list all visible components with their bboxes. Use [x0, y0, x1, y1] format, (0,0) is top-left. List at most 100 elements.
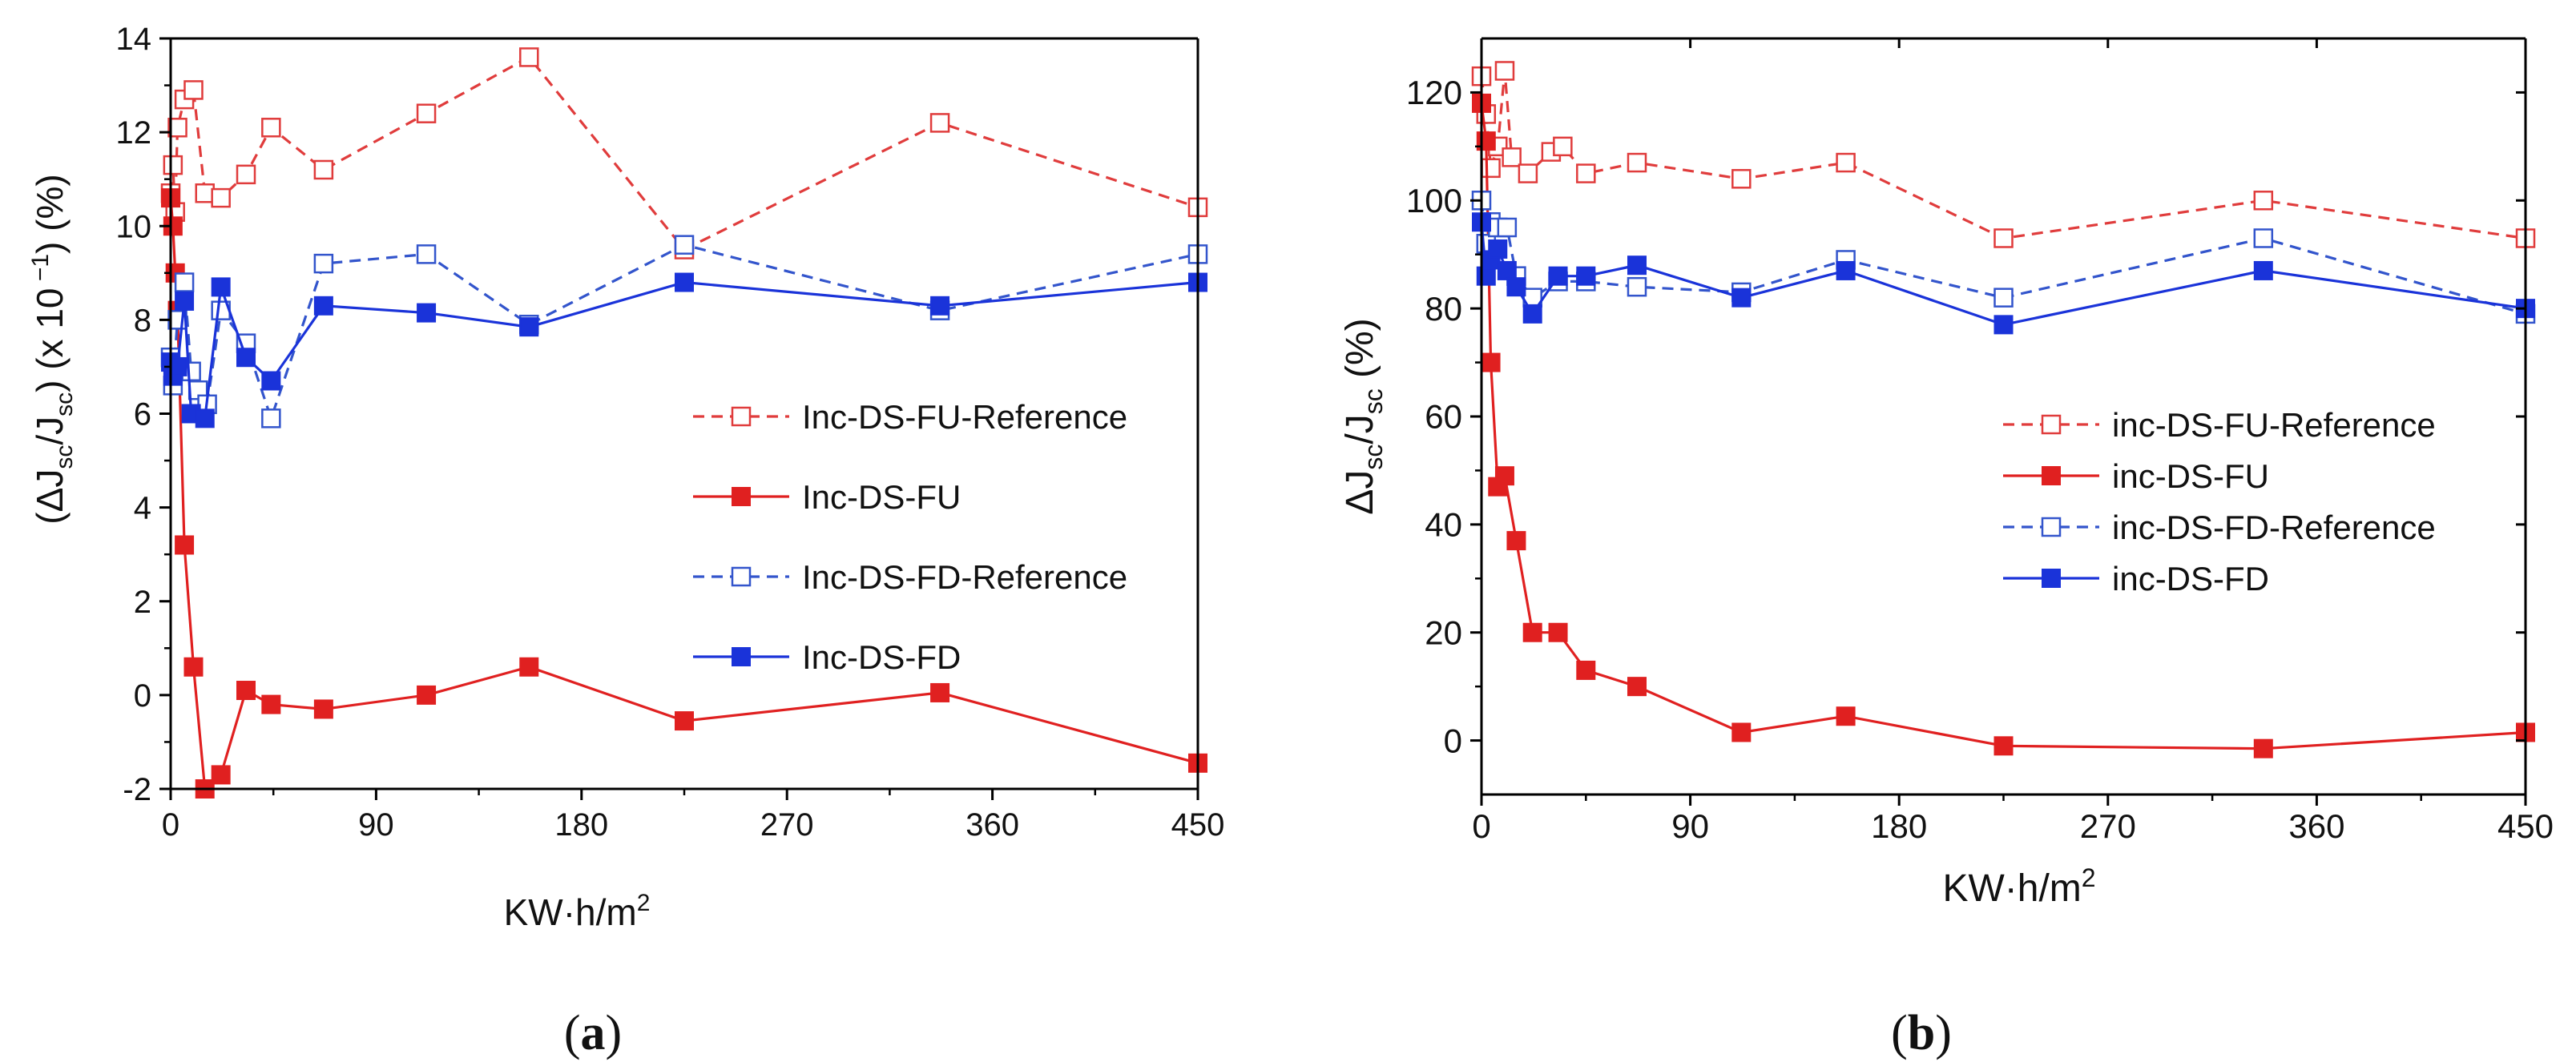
- chart-b-legend-label: inc-DS-FU: [2112, 457, 2269, 495]
- chart-b-data-point: [1518, 163, 1538, 183]
- chart-b-data-point: [1497, 260, 1517, 280]
- chart-a-legend-marker: [732, 647, 751, 666]
- chart-b-x-label-sup: 2: [2082, 863, 2096, 892]
- chart-b-y-label-sub: sc: [1359, 445, 1388, 470]
- chart-a-x-tick-label: 0: [162, 807, 179, 843]
- chart-a-data-point: [417, 303, 437, 323]
- chart-a-legend-marker: [731, 566, 752, 587]
- chart-b-data-point: [1731, 288, 1752, 308]
- chart-a-y-tick-label: 2: [134, 585, 151, 620]
- chart-b-x-tick-label: 180: [1871, 807, 1927, 845]
- chart-b-axes: [1470, 37, 2527, 806]
- chart-a-data-point: [211, 277, 231, 297]
- chart-b-data-point: [1576, 163, 1596, 183]
- chart-b-legend-label: inc-DS-FD-Reference: [2112, 509, 2436, 546]
- chart-a-data-point: [211, 765, 231, 785]
- chart-b-x-tick-label: 450: [2497, 807, 2554, 845]
- chart-a-data-point: [675, 272, 694, 292]
- chart-b-y-tick-label: 60: [1425, 398, 1462, 436]
- chart-a-y-label-sup: −1: [27, 254, 54, 288]
- chart-b-y-label-part: (%): [1339, 318, 1381, 388]
- chart-b-y-tick-label: 80: [1425, 290, 1462, 328]
- chart-b-data-point: [1836, 152, 1856, 173]
- chart-b-data-point: [1993, 288, 2014, 308]
- chart-a-y-tick-label: 12: [116, 115, 152, 151]
- chart-a-data-point: [174, 272, 195, 292]
- chart-a-legend-item: Inc-DS-FD-Reference: [693, 558, 1127, 596]
- chart-b-y-label-sub: sc: [1359, 388, 1388, 414]
- chart-a-panel-caption: (a): [564, 1006, 622, 1060]
- chart-a-data-point: [313, 253, 334, 274]
- chart-b-data-point: [1627, 276, 1647, 297]
- chart-b-data-point: [1481, 158, 1501, 179]
- chart-b-legend-item: inc-DS-FU: [2003, 457, 2269, 495]
- chart-a-y-tick-label: 14: [116, 22, 152, 57]
- chart-b-y-tick-label: 100: [1406, 182, 1462, 219]
- chart-a-data-point: [261, 371, 281, 391]
- chart-b-data-point: [1731, 169, 1752, 189]
- chart-b-data-point: [1522, 622, 1542, 642]
- chart-a-data-point: [675, 711, 694, 731]
- chart-a-data-point: [261, 408, 281, 428]
- chart-a-x-axis-label: KW·h/m2: [504, 890, 651, 933]
- chart-a-tick-labels: 0 90 180 270 360 450 -2 0 2 4 6 8 10 12 14: [116, 22, 1225, 843]
- chart-a-y-tick-label: -2: [123, 772, 151, 807]
- chart-a-data-point: [261, 694, 281, 714]
- chart-b-legend: inc-DS-FU-Reference inc-DS-FU inc-DS-FD-Re…: [2003, 406, 2436, 597]
- chart-b-x-tick-label: 270: [2080, 807, 2136, 845]
- chart-b-legend-marker: [2042, 466, 2061, 485]
- chart-b-y-label-part: /J: [1339, 414, 1381, 444]
- chart-a-x-tick-label: 180: [554, 807, 608, 843]
- chart-b-data-point: [1488, 239, 1508, 259]
- chart-b-data-point: [1522, 304, 1542, 324]
- chart-a-x-tick-label: 450: [1171, 807, 1225, 843]
- chart-a-legend-item: Inc-DS-FU-Reference: [693, 398, 1127, 436]
- chart-a-data-point: [674, 235, 695, 255]
- chart-a-data-point: [416, 244, 437, 264]
- chart-b-data-point: [1993, 315, 2014, 335]
- chart-b-data-point: [1548, 266, 1568, 286]
- chart-a-x-tick-label: 90: [358, 807, 394, 843]
- chart-a-y-tick-label: 4: [134, 491, 151, 526]
- chart-a-legend-item: Inc-DS-FD: [693, 638, 961, 676]
- chart-b-legend-marker: [2042, 569, 2061, 588]
- chart-b-y-label-part: ΔJ: [1339, 470, 1381, 515]
- chart-b-data-point: [1576, 660, 1596, 680]
- chart-a-data-point: [211, 187, 231, 208]
- chart-b-legend-label: inc-DS-FD: [2112, 560, 2269, 597]
- chart-a-x-tick-label: 360: [965, 807, 1019, 843]
- chart-a-legend-label: Inc-DS-FD-Reference: [802, 558, 1127, 596]
- chart-a-x-tick-label: 270: [760, 807, 814, 843]
- chart-a-data-point: [183, 657, 204, 677]
- chart-a-data-point: [175, 291, 195, 311]
- chart-b-data-point: [2253, 738, 2273, 758]
- chart-b-legend-item: inc-DS-FD-Reference: [2003, 509, 2436, 546]
- chart-b-y-tick-label: 0: [1444, 722, 1462, 759]
- chart-a-legend-marker: [732, 487, 751, 506]
- chart-b-data-point: [1836, 706, 1856, 726]
- chart-a-data-point: [930, 296, 950, 316]
- chart-a-data-point: [261, 118, 281, 138]
- chart-a-data-point: [313, 159, 334, 180]
- chart-a-panel-letter: a: [581, 1006, 606, 1060]
- chart-a-data-point: [519, 657, 539, 677]
- chart-b-data-point: [1553, 136, 1573, 157]
- chart-a-y-label-part: (ΔJ: [29, 469, 71, 525]
- chart-b-data-point: [1993, 736, 2014, 756]
- chart-b-legend-marker: [2041, 517, 2062, 537]
- chart-a-legend: Inc-DS-FU-Reference Inc-DS-FU Inc-DS-FD-Re…: [693, 398, 1127, 676]
- chart-a-x-label-text: KW·h/m: [504, 891, 637, 933]
- chart-a-data-point: [195, 408, 215, 428]
- chart-b-tick-labels: 0 90 180 270 360 450 0 20 40 60 80 100 120: [1406, 74, 2554, 845]
- chart-a-y-tick-label: 8: [134, 303, 151, 338]
- chart-a-y-label-part: ) (%): [29, 174, 71, 254]
- chart-a-data-point: [417, 685, 437, 705]
- chart-a-data-point: [313, 296, 333, 316]
- chart-b-legend-marker: [2041, 414, 2062, 435]
- chart-a-legend-label: Inc-DS-FD: [802, 638, 961, 676]
- chart-b-data-point: [1731, 722, 1752, 742]
- chart-a-y-tick-label: 6: [134, 397, 151, 432]
- chart-a-series-group: [160, 47, 1208, 799]
